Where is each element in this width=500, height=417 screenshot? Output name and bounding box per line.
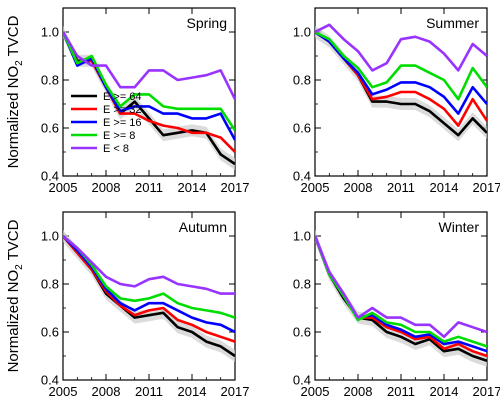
y-tick-label: 0.8: [293, 73, 311, 88]
y-tick-label: 0.6: [293, 121, 311, 136]
y-tick-label: 1.0: [293, 25, 311, 40]
y-tick-label: 0.8: [293, 277, 311, 292]
series-line: [315, 30, 487, 115]
y-tick-label: 1.0: [41, 25, 59, 40]
x-tick-label: 2011: [135, 180, 163, 195]
x-tick-label: 2017: [221, 384, 250, 399]
legend-label: E >= 16: [103, 117, 142, 129]
legend-label: E >= 8: [103, 130, 135, 142]
legend-label: E >= 32: [103, 104, 142, 116]
y-tick-label: 0.8: [41, 277, 59, 292]
y-tick-label: 0.4: [293, 373, 311, 388]
y-tick-label: 0.6: [293, 325, 311, 340]
y-tick-label: 1.0: [293, 229, 311, 244]
x-tick-label: 2014: [178, 384, 207, 399]
series-layer: [63, 230, 235, 362]
series-layer: [63, 26, 235, 170]
x-tick-label: 2011: [387, 384, 415, 399]
chart-panel-autumn: 2005 2008 2011 2014 2017 0.4 0.6 0.8 1.0 Autumn No…: [5, 211, 250, 399]
series-line: [63, 235, 235, 295]
x-tick-label: 2008: [344, 180, 373, 195]
series-line: [315, 235, 487, 339]
x-tick-label: 2005: [49, 180, 78, 195]
y-tick-label: 0.8: [41, 73, 59, 88]
x-tick-label: 2005: [301, 180, 330, 195]
chart-panel-spring: 2005 2008 2011 2014 2017 0.4 0.6 0.8 1.0 Spring No…: [5, 7, 250, 195]
series-line: [315, 30, 487, 127]
chart-panel-winter: 2005 2008 2011 2014 2017 0.4 0.6 0.8 1.0 Winter: [293, 211, 500, 399]
y-tick-label: 0.6: [41, 325, 59, 340]
y-axis-label: Normalized NO2 TVCD: [5, 15, 25, 168]
x-tick-label: 2014: [430, 384, 459, 399]
x-tick-label: 2008: [92, 180, 121, 195]
series-line: [63, 235, 235, 343]
panel-title: Autumn: [179, 219, 227, 235]
plot-frame: [62, 7, 236, 177]
plot-frame: [62, 211, 236, 381]
series-line: [63, 235, 235, 319]
y-tick-label: 0.4: [293, 169, 311, 184]
y-tick-label: 1.0: [41, 229, 59, 244]
series-line: [63, 31, 235, 166]
panel-title: Winter: [439, 219, 480, 235]
x-tick-label: 2011: [387, 180, 415, 195]
uncertainty-band: [63, 230, 235, 362]
series-line: [63, 235, 235, 334]
x-tick-label: 2017: [221, 180, 250, 195]
y-tick-label: 0.4: [41, 373, 59, 388]
x-tick-label: 2014: [178, 180, 207, 195]
x-tick-label: 2017: [473, 384, 500, 399]
x-tick-label: 2008: [92, 384, 121, 399]
panel-title: Spring: [187, 15, 227, 31]
x-tick-label: 2005: [49, 384, 78, 399]
series-line: [315, 23, 487, 72]
y-tick-label: 0.6: [41, 121, 59, 136]
series-line: [63, 31, 235, 100]
series-layer: [315, 23, 487, 142]
x-tick-label: 2008: [344, 384, 373, 399]
y-axis-label: Normalized NO2 TVCD: [5, 219, 25, 372]
panel-title: Summer: [426, 15, 479, 31]
y-tick-label: 0.4: [41, 169, 59, 184]
x-tick-label: 2005: [301, 384, 330, 399]
x-tick-label: 2017: [473, 180, 500, 195]
chart-panel-summer: 2005 2008 2011 2014 2017 0.4 0.6 0.8 1.0 Summer: [293, 7, 500, 195]
series-line: [315, 30, 487, 101]
series-layer: [315, 230, 487, 367]
x-tick-label: 2014: [430, 180, 459, 195]
series-line: [63, 31, 235, 132]
legend-label: E >= 64: [103, 91, 142, 103]
legend-label: E < 8: [103, 143, 129, 155]
x-tick-label: 2011: [135, 384, 163, 399]
